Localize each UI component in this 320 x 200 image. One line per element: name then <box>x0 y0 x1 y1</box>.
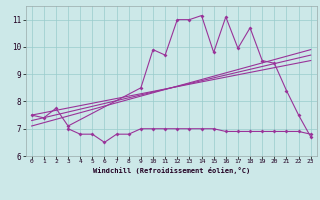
X-axis label: Windchill (Refroidissement éolien,°C): Windchill (Refroidissement éolien,°C) <box>92 167 250 174</box>
